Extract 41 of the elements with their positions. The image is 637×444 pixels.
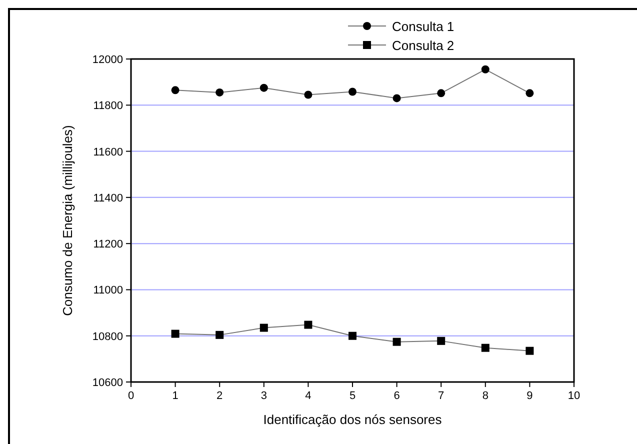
legend-label: Consulta 1	[392, 19, 454, 34]
x-axis-title: Identificação dos nós sensores	[263, 412, 442, 427]
y-tick-label: 11000	[93, 284, 123, 297]
x-tick-label: 9	[526, 390, 533, 402]
point	[348, 332, 356, 340]
x-tick-label: 4	[305, 390, 312, 402]
point	[481, 344, 490, 352]
point	[437, 336, 446, 345]
point	[171, 330, 180, 338]
y-tick-label: 10800	[92, 330, 123, 343]
x-tick-label: 2	[216, 390, 223, 402]
x-tick-label: 6	[394, 390, 400, 402]
point	[437, 89, 446, 98]
point	[216, 88, 224, 96]
y-tick-label: 11600	[93, 146, 123, 158]
x-tick-label: 3	[260, 390, 267, 402]
legend-label: Consulta 2	[392, 38, 454, 53]
y-tick-label: 11800	[93, 100, 123, 112]
x-tick-label: 7	[438, 390, 444, 402]
x-tick-label: 5	[349, 390, 356, 402]
point	[304, 320, 312, 329]
y-axis-title: Consumo de Energia (millijoules)	[60, 125, 75, 316]
point	[392, 94, 401, 102]
point	[216, 330, 224, 339]
x-tick-label: 0	[128, 390, 134, 402]
point	[304, 90, 312, 99]
point	[481, 65, 490, 74]
point	[348, 88, 356, 96]
y-tick-label: 11200	[93, 238, 123, 251]
x-tick-label: 1	[172, 390, 178, 402]
y-tick-label: 11400	[93, 192, 123, 204]
point	[260, 84, 268, 92]
y-tick-label: 12000	[92, 54, 123, 66]
point	[260, 324, 268, 332]
x-tick-label: 10	[568, 390, 580, 402]
point	[526, 346, 534, 355]
point	[392, 338, 401, 346]
point	[171, 86, 180, 94]
x-tick-label: 8	[482, 390, 488, 402]
y-tick-label: 10600	[92, 377, 123, 389]
point	[526, 89, 534, 98]
